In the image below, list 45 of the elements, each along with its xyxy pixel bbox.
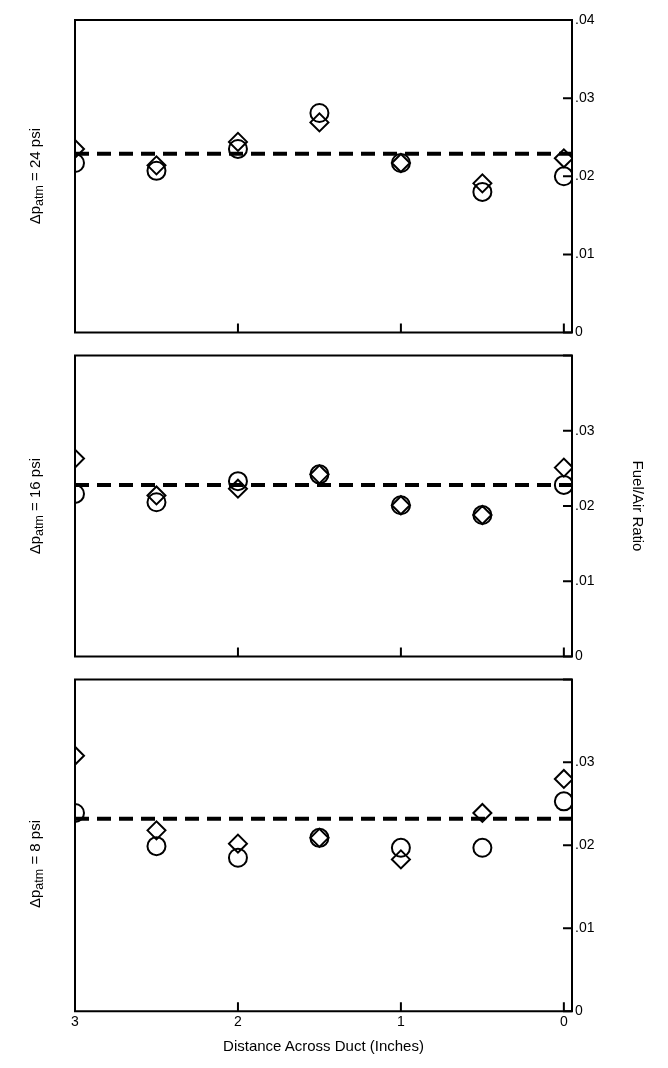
- point: [309, 103, 330, 123]
- y-tick-label: .02: [575, 836, 595, 853]
- y-tick-label: .01: [575, 245, 595, 262]
- y-tick-label: 0: [575, 323, 583, 340]
- y-tick-label: 0: [575, 1002, 583, 1019]
- point: [390, 849, 411, 870]
- y-tick-label: .04: [575, 10, 595, 27]
- y-tick-label: .02: [575, 496, 595, 513]
- y-tick-label: 0: [575, 647, 583, 664]
- point: [553, 457, 572, 478]
- point: [553, 148, 572, 169]
- point: [553, 166, 572, 187]
- x-tick-label: 3: [71, 1013, 80, 1030]
- y-tick-label: .01: [575, 919, 595, 936]
- point: [146, 160, 167, 181]
- point: [553, 791, 572, 812]
- point: [146, 836, 167, 857]
- point: [472, 173, 493, 194]
- point: [146, 492, 167, 513]
- point: [227, 478, 248, 499]
- point: [309, 112, 330, 133]
- x-tick-label: 0: [559, 1013, 568, 1030]
- y-tick-label: .02: [575, 167, 595, 184]
- point: [553, 474, 572, 495]
- y-tick-label: .03: [575, 421, 595, 438]
- point: [227, 131, 248, 152]
- y-axis-title: Fuel/Air Ratio: [629, 460, 647, 552]
- point: [553, 768, 572, 789]
- point: [146, 155, 167, 176]
- x-axis-title: Distance Across Duct (Inches): [223, 1037, 424, 1055]
- y-tick-label: .01: [575, 572, 595, 589]
- point: [227, 138, 248, 159]
- y-tick-label: .03: [575, 753, 595, 770]
- x-tick-label: 2: [234, 1013, 243, 1030]
- point: [472, 837, 493, 858]
- x-tick-label: 1: [397, 1013, 405, 1030]
- point: [390, 837, 411, 858]
- point: [472, 802, 493, 823]
- point: [227, 471, 248, 492]
- point: [227, 833, 248, 854]
- y-tick-label: .03: [575, 89, 595, 106]
- point: [227, 847, 248, 868]
- point: [472, 181, 493, 202]
- point: [146, 820, 167, 841]
- point: [146, 485, 167, 506]
